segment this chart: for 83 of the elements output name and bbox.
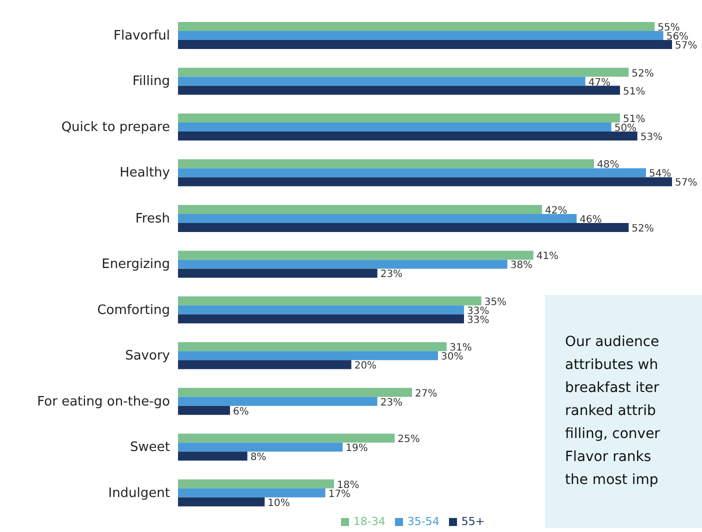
bar — [178, 260, 508, 269]
data-label: 35% — [484, 296, 507, 308]
y-tick-label: Comforting — [97, 302, 170, 318]
y-tick-label: Energizing — [102, 257, 170, 272]
bar — [178, 214, 577, 223]
bar — [178, 168, 646, 178]
bar — [178, 76, 586, 86]
data-label: 30% — [441, 352, 464, 363]
bar — [178, 250, 534, 260]
bar — [178, 396, 378, 406]
bar — [178, 442, 343, 452]
data-label: 23% — [380, 397, 403, 408]
annotation: Flavor ranks — [565, 448, 652, 467]
bar — [178, 360, 352, 370]
bar — [178, 40, 672, 50]
legend-label: 35-54 — [407, 515, 440, 528]
data-label: 42% — [545, 205, 568, 216]
data-label: 57% — [675, 40, 698, 52]
legend-label: 55+ — [461, 515, 485, 528]
y-tick-label: Sweet — [130, 440, 170, 456]
bar — [178, 406, 230, 415]
bar — [178, 31, 664, 40]
data-label: 50% — [614, 123, 637, 134]
data-label: 41% — [536, 251, 559, 262]
bar — [178, 342, 447, 352]
data-label: 46% — [580, 214, 602, 226]
data-label: 8% — [250, 452, 266, 464]
y-tick-label: Flavorful — [114, 28, 170, 44]
data-label: 51% — [623, 86, 646, 98]
bar — [178, 132, 638, 141]
bar — [178, 222, 629, 232]
bar — [178, 86, 620, 95]
annotation: ranked attrib — [565, 402, 657, 421]
data-label: 33% — [467, 314, 490, 326]
data-label: 20% — [354, 360, 377, 372]
data-label: 10% — [268, 498, 290, 509]
bar — [178, 114, 620, 123]
data-label: 47% — [588, 77, 611, 88]
bar — [178, 122, 612, 132]
bar — [178, 159, 594, 168]
bar — [178, 452, 248, 461]
data-label: 48% — [597, 160, 620, 171]
data-label: 52% — [632, 68, 654, 80]
y-tick-label: For eating on-the-go — [37, 394, 170, 410]
bar — [178, 305, 464, 314]
data-label: 17% — [328, 488, 351, 500]
data-label: 18% — [337, 480, 360, 491]
data-label: 38% — [510, 260, 533, 272]
y-tick-label: Fresh — [135, 211, 170, 226]
data-label: 53% — [640, 132, 663, 144]
y-tick-label: Indulgent — [108, 486, 170, 501]
bar — [178, 296, 482, 306]
y-tick-label: Savory — [125, 348, 170, 364]
data-label: 6% — [233, 406, 249, 418]
data-label: 19% — [346, 443, 368, 454]
bar — [178, 177, 672, 186]
bar — [178, 204, 542, 214]
bar — [178, 497, 265, 506]
bar — [178, 314, 464, 324]
y-tick-label: Quick to prepare — [61, 120, 170, 135]
annotation: attributes wh — [565, 356, 660, 375]
data-label: 54% — [649, 168, 672, 180]
bar — [178, 488, 326, 498]
y-tick-label: Filling — [132, 74, 170, 90]
annotation: breakfast iter — [565, 379, 660, 398]
bar — [178, 22, 655, 32]
data-label: 25% — [398, 434, 420, 446]
y-tick-label: Healthy — [120, 166, 170, 181]
annotation: Our audience — [565, 333, 660, 352]
legend-label: 18-34 — [353, 515, 386, 528]
bar — [178, 434, 395, 443]
data-label: 27% — [415, 388, 438, 400]
data-label: 33% — [467, 306, 490, 317]
data-label: 52% — [632, 223, 654, 234]
annotation: the most imp — [565, 471, 660, 490]
bar — [178, 388, 412, 397]
bar — [178, 479, 334, 488]
annotation: filling, conver — [565, 425, 661, 444]
bar — [178, 68, 629, 77]
bar — [178, 351, 438, 360]
data-label: 57% — [675, 178, 698, 189]
bar — [178, 268, 378, 278]
data-label: 23% — [380, 269, 403, 280]
